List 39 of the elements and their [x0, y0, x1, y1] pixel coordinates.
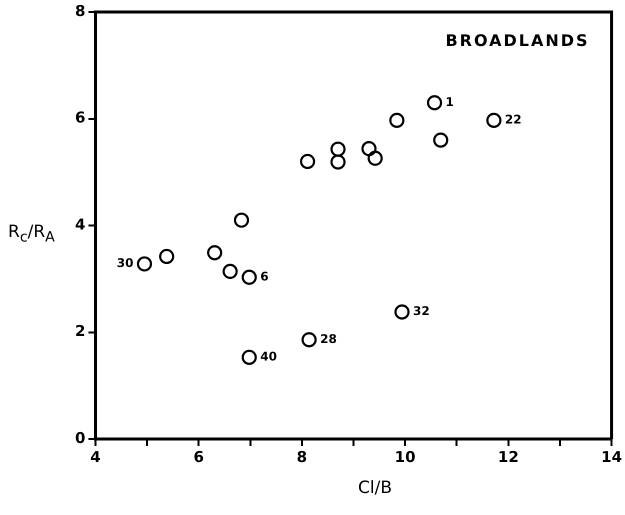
annotation: 22 — [504, 112, 522, 126]
point — [433, 132, 448, 148]
point — [394, 304, 410, 320]
point — [486, 112, 502, 128]
annotation: 40 — [260, 349, 277, 364]
annotation: 6 — [260, 269, 269, 284]
point — [207, 245, 222, 260]
point — [302, 332, 317, 348]
x-tick-label: 4 — [90, 448, 101, 466]
point — [159, 248, 174, 264]
point — [368, 150, 383, 166]
x-tick-label: 6 — [193, 448, 204, 466]
point — [234, 212, 250, 228]
x-axis-title: Cl/B — [358, 478, 392, 498]
y-tick-label: 4 — [75, 215, 86, 234]
annotation: 1 — [446, 94, 454, 109]
x-tick-label: 12 — [498, 448, 519, 466]
y-tick-label: 8 — [75, 2, 86, 20]
point — [330, 142, 346, 157]
point — [222, 264, 238, 279]
point — [361, 141, 377, 156]
x-tick-label: 10 — [394, 448, 416, 466]
y-axis-title: R$_{c}$/R$_{A}$ — [8, 222, 55, 246]
point — [389, 112, 404, 128]
point — [242, 270, 257, 285]
point — [242, 350, 257, 365]
point — [330, 154, 346, 170]
annotation: 32 — [413, 304, 430, 318]
x-tick-label: 14 — [601, 448, 622, 466]
y-tick-label: 2 — [75, 322, 86, 340]
x-tick-label: 8 — [296, 448, 308, 466]
y-tick-label: 6 — [75, 108, 86, 127]
point — [300, 154, 316, 170]
annotation: 28 — [320, 332, 337, 346]
annotation: 30 — [116, 256, 134, 270]
y-tick-label: 0 — [75, 428, 86, 447]
annotation: BROADLANDS — [445, 31, 590, 50]
point — [426, 95, 442, 110]
point — [136, 256, 152, 272]
